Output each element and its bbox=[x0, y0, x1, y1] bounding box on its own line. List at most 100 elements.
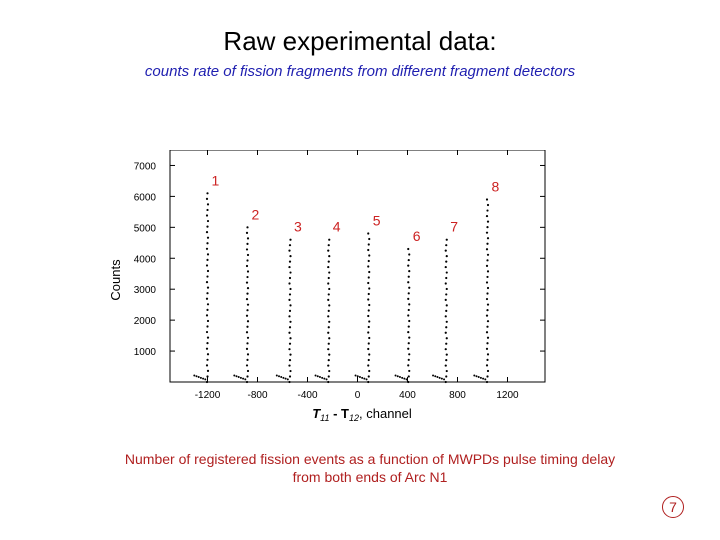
data-point bbox=[205, 380, 209, 384]
data-point bbox=[368, 287, 371, 290]
data-point bbox=[484, 378, 487, 381]
data-point bbox=[486, 253, 490, 256]
data-point bbox=[407, 358, 410, 361]
data-point bbox=[396, 375, 399, 378]
data-point bbox=[445, 337, 448, 340]
detector-label-1: 1 bbox=[212, 172, 220, 188]
data-point bbox=[246, 303, 250, 306]
data-point bbox=[206, 236, 210, 239]
data-point bbox=[318, 376, 321, 379]
data-point bbox=[206, 303, 210, 306]
data-point bbox=[485, 364, 489, 367]
data-point bbox=[246, 226, 249, 229]
data-point bbox=[246, 336, 250, 339]
figure-caption: Number of registered fission events as a… bbox=[70, 450, 670, 486]
data-point bbox=[408, 336, 411, 339]
data-point bbox=[485, 231, 489, 234]
data-point bbox=[407, 281, 410, 284]
data-point bbox=[328, 320, 331, 323]
y-tick-label: 4000 bbox=[134, 254, 157, 265]
data-point bbox=[289, 369, 292, 373]
data-point bbox=[316, 375, 319, 378]
data-point bbox=[205, 347, 209, 350]
data-point bbox=[367, 314, 370, 318]
data-point bbox=[206, 375, 209, 378]
data-point bbox=[245, 347, 249, 350]
data-point bbox=[444, 380, 447, 384]
data-point bbox=[205, 364, 209, 367]
x-tick-label: 400 bbox=[399, 390, 416, 401]
x-axis-label: T11 - T12, channel bbox=[312, 406, 412, 423]
data-point bbox=[444, 249, 447, 252]
data-point bbox=[482, 377, 485, 380]
data-point bbox=[486, 320, 490, 323]
data-point bbox=[278, 375, 280, 378]
data-point bbox=[485, 314, 489, 317]
data-point bbox=[205, 314, 209, 317]
data-point bbox=[246, 270, 250, 273]
data-point bbox=[443, 378, 446, 381]
y-tick-label: 3000 bbox=[134, 285, 157, 296]
data-point bbox=[205, 330, 209, 334]
page-number-badge: 7 bbox=[662, 496, 684, 518]
data-point bbox=[367, 380, 370, 384]
data-point bbox=[206, 325, 209, 328]
data-point bbox=[408, 303, 411, 306]
data-point bbox=[407, 308, 410, 312]
detector-label-2: 2 bbox=[252, 206, 260, 222]
data-point bbox=[486, 259, 489, 262]
data-point bbox=[289, 255, 292, 258]
data-point bbox=[206, 286, 210, 289]
data-point bbox=[444, 298, 447, 302]
detector-label-7: 7 bbox=[450, 219, 458, 235]
data-point bbox=[245, 231, 249, 234]
data-point bbox=[288, 348, 291, 351]
data-point bbox=[327, 244, 330, 247]
data-point bbox=[367, 309, 370, 312]
data-point bbox=[246, 292, 249, 295]
data-point bbox=[246, 286, 250, 290]
data-point bbox=[206, 358, 209, 361]
data-point bbox=[206, 219, 210, 223]
data-point bbox=[246, 242, 249, 246]
data-point bbox=[486, 209, 489, 212]
data-point bbox=[237, 376, 240, 379]
data-point bbox=[445, 238, 448, 241]
y-tick-label: 1000 bbox=[134, 347, 157, 358]
data-point bbox=[354, 374, 357, 377]
data-point bbox=[444, 282, 447, 285]
data-point bbox=[288, 276, 292, 280]
data-point bbox=[246, 237, 250, 240]
data-point bbox=[445, 342, 448, 345]
x-axis-label-main: T bbox=[312, 406, 321, 421]
data-point bbox=[486, 342, 489, 345]
data-point bbox=[367, 248, 370, 252]
data-point bbox=[325, 378, 328, 381]
data-point bbox=[314, 374, 317, 377]
data-point bbox=[445, 309, 448, 312]
data-point bbox=[434, 375, 437, 378]
data-point bbox=[486, 286, 490, 290]
data-point bbox=[444, 331, 447, 334]
data-point bbox=[288, 359, 292, 362]
detector-label-3: 3 bbox=[294, 219, 302, 235]
data-point bbox=[199, 376, 202, 379]
data-point bbox=[206, 319, 210, 323]
data-point bbox=[206, 258, 209, 262]
data-point bbox=[328, 238, 331, 241]
data-point bbox=[205, 247, 209, 250]
data-point bbox=[368, 254, 371, 257]
data-point bbox=[445, 287, 448, 291]
data-point bbox=[445, 255, 448, 258]
data-point bbox=[394, 374, 397, 377]
x-tick-label: -800 bbox=[247, 390, 267, 401]
data-point bbox=[407, 380, 410, 384]
data-point bbox=[445, 293, 448, 296]
data-point bbox=[235, 375, 238, 378]
data-point bbox=[486, 242, 489, 245]
data-point bbox=[242, 377, 245, 380]
data-point bbox=[485, 380, 489, 384]
data-point bbox=[327, 293, 330, 296]
data-point bbox=[246, 309, 249, 312]
data-point bbox=[288, 342, 292, 345]
